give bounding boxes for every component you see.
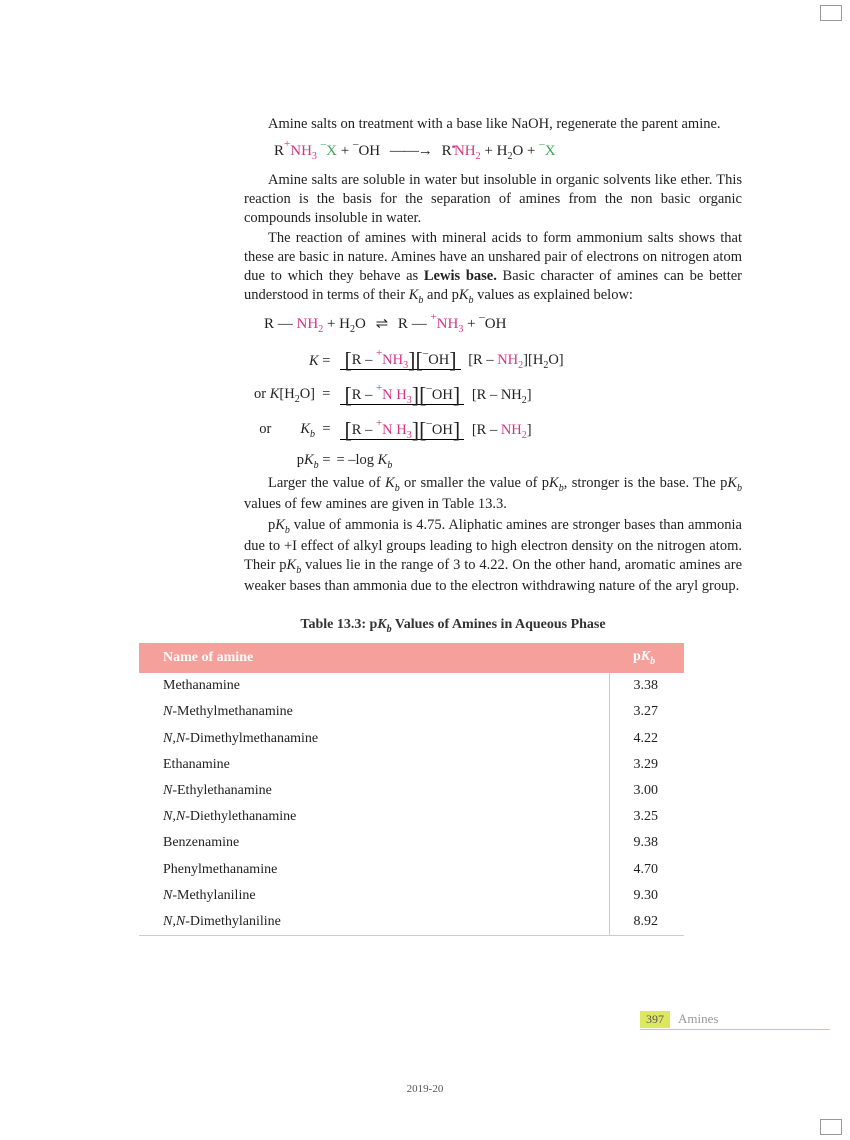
equation-equilibrium: R — NH2 + H2O ⇌ R — +NH3 + –OH xyxy=(244,315,742,336)
table-header-pkb: pKb xyxy=(609,643,684,673)
table-row: N-Methylmethanamine3.27 xyxy=(139,699,684,725)
table-row: Ethanamine3.29 xyxy=(139,752,684,778)
paragraph-4: Larger the value of Kb or smaller the va… xyxy=(244,474,742,514)
amine-name: N,N-Dimethylaniline xyxy=(139,909,609,936)
pkb-table: Name of amine pKb Methanamine3.38N-Methy… xyxy=(139,643,684,936)
amine-name: N-Ethylethanamine xyxy=(139,778,609,804)
pkb-value: 4.22 xyxy=(609,726,684,752)
table-title: Table 13.3: pKb Values of Amines in Aque… xyxy=(164,616,742,636)
pkb-value: 4.70 xyxy=(609,857,684,883)
amine-name: N-Methylaniline xyxy=(139,883,609,909)
pkb-value: 9.30 xyxy=(609,883,684,909)
pkb-value: 3.29 xyxy=(609,752,684,778)
amine-name: N-Methylmethanamine xyxy=(139,699,609,725)
pkb-value: 3.27 xyxy=(609,699,684,725)
crop-mark-top xyxy=(820,5,842,21)
table-row: N-Ethylethanamine3.00 xyxy=(139,778,684,804)
table-row: N,N-Dimethylaniline8.92 xyxy=(139,909,684,936)
pkb-value: 8.92 xyxy=(609,909,684,936)
page-number: 397 xyxy=(640,1011,670,1028)
paragraph-5: pKb value of ammonia is 4.75. Aliphatic … xyxy=(244,516,742,595)
year-footer: 2019-20 xyxy=(0,1083,850,1095)
pkb-value: 3.38 xyxy=(609,673,684,699)
paragraph-1: Amine salts on treatment with a base lik… xyxy=(244,115,742,134)
amine-name: Ethanamine xyxy=(139,752,609,778)
page-footer: 397 Amines xyxy=(640,1010,840,1030)
amine-name: N,N-Diethylethanamine xyxy=(139,804,609,830)
table-header-name: Name of amine xyxy=(139,643,609,673)
pkb-value: 3.25 xyxy=(609,804,684,830)
table-row: N-Methylaniline9.30 xyxy=(139,883,684,909)
crop-mark-bottom xyxy=(820,1119,842,1135)
pkb-value: 3.00 xyxy=(609,778,684,804)
amine-name: Methanamine xyxy=(139,673,609,699)
table-row: Phenylmethanamine4.70 xyxy=(139,857,684,883)
equation-block: K = [R – +NH3][–OH] [R – NH2][H2O] or K[… xyxy=(254,344,572,475)
table-row: N,N-Dimethylmethanamine4.22 xyxy=(139,726,684,752)
amine-name: N,N-Dimethylmethanamine xyxy=(139,726,609,752)
page-content: Amine salts on treatment with a base lik… xyxy=(0,0,850,936)
paragraph-3: The reaction of amines with mineral acid… xyxy=(244,229,742,306)
paragraph-2: Amine salts are soluble in water but ins… xyxy=(244,171,742,228)
amine-name: Benzenamine xyxy=(139,830,609,856)
table-row: N,N-Diethylethanamine3.25 xyxy=(139,804,684,830)
amine-name: Phenylmethanamine xyxy=(139,857,609,883)
pkb-value: 9.38 xyxy=(609,830,684,856)
table-row: Methanamine3.38 xyxy=(139,673,684,699)
table-row: Benzenamine9.38 xyxy=(139,830,684,856)
chapter-name: Amines xyxy=(678,1011,718,1026)
equation-1: R+NH3 –X + –OH ——→ R••NH2 + H2O + –X xyxy=(244,142,742,163)
